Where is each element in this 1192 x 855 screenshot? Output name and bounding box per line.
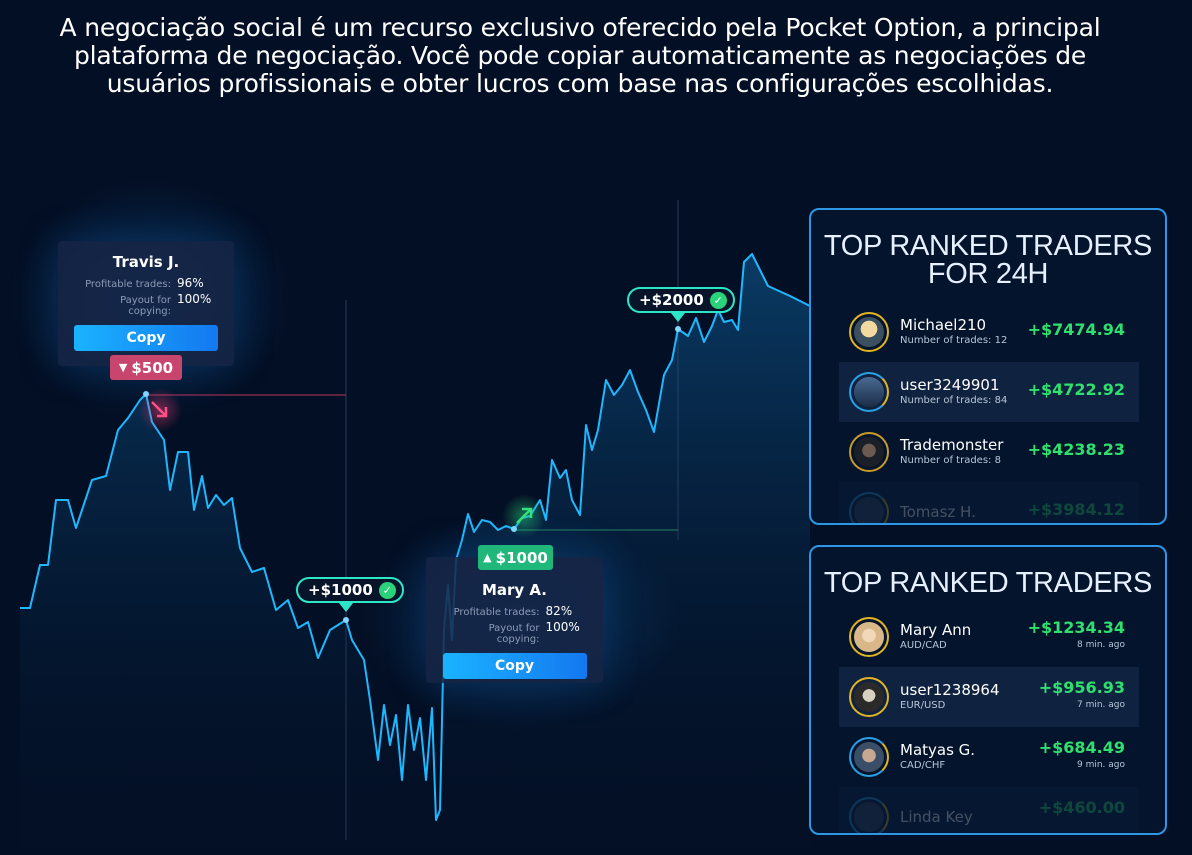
- trader-name: Michael210: [900, 316, 987, 334]
- trader-row[interactable]: Linda Key +$460.00: [839, 787, 1139, 833]
- top-traders-24h-panel: TOP RANKED TRADERS FOR 24H Michael210 Nu…: [809, 208, 1167, 525]
- price-line: [20, 253, 811, 821]
- panel-title: TOP RANKED TRADERS: [823, 567, 1153, 599]
- avatar: [849, 797, 889, 833]
- sell-tag-amount: $500: [131, 358, 174, 377]
- avatar: [849, 372, 889, 412]
- payout-value: 100%: [177, 292, 212, 306]
- entry-point: [511, 526, 517, 532]
- entry-point: [675, 326, 681, 332]
- profitable-value: 96%: [177, 276, 204, 290]
- profit-amount: +$684.49: [1038, 738, 1125, 757]
- panel-title-line1: TOP RANKED TRADERS: [823, 230, 1153, 262]
- trader-row[interactable]: Tomasz H. +$3984.12: [839, 482, 1139, 523]
- trader-name: user3249901: [900, 376, 1000, 394]
- trader-card-travis: Travis J. Profitable trades: 96% Payout …: [58, 241, 234, 366]
- trader-name: Tomasz H.: [900, 502, 976, 521]
- currency-pair: EUR/USD: [900, 700, 946, 711]
- avatar: [849, 617, 889, 657]
- price-area: [20, 254, 810, 855]
- trader-row[interactable]: user1238964 EUR/USD +$956.93 7 min. ago: [839, 667, 1139, 727]
- avatar: [849, 677, 889, 717]
- trader-row[interactable]: user3249901 Number of trades: 84 +$4722.…: [839, 362, 1139, 422]
- trader-name: Travis J.: [112, 253, 180, 271]
- profit-amount: +$1234.34: [1027, 618, 1125, 637]
- profitable-label: Profitable trades:: [453, 607, 540, 618]
- avatar: [849, 492, 889, 523]
- trades-count: Number of trades: 84: [900, 395, 1008, 406]
- profit-pill-amount: +$1000: [308, 581, 373, 599]
- time-ago: 7 min. ago: [1076, 700, 1125, 710]
- check-icon: ✓: [378, 581, 396, 599]
- time-ago: 8 min. ago: [1076, 640, 1125, 650]
- trader-name: Matyas G.: [900, 741, 976, 759]
- trader-row[interactable]: Mary Ann AUD/CAD +$1234.34 8 min. ago: [839, 607, 1139, 667]
- top-traders-panel: TOP RANKED TRADERS Mary Ann AUD/CAD +$12…: [809, 545, 1167, 835]
- trades-count: Number of trades: 8: [900, 455, 1001, 466]
- time-ago: 9 min. ago: [1076, 760, 1125, 770]
- profit-amount: +$460.00: [1038, 798, 1125, 817]
- profit-amount: +$7474.94: [1027, 320, 1125, 339]
- trader-name: Linda Key: [900, 807, 973, 826]
- profit-amount: +$3984.12: [1027, 500, 1125, 519]
- up-arrow-icon: [516, 507, 533, 524]
- sell-tag: ▼ $500: [110, 355, 182, 380]
- down-arrow-icon: [151, 401, 168, 418]
- profitable-label: Profitable trades:: [85, 279, 171, 290]
- trader-row[interactable]: Trademonster Number of trades: 8 +$4238.…: [839, 422, 1139, 482]
- profit-amount: +$4722.92: [1027, 380, 1125, 399]
- up-triangle-icon: ▲: [483, 551, 492, 564]
- buy-tag-amount: $1000: [495, 548, 548, 567]
- profit-amount: +$4238.23: [1027, 440, 1125, 459]
- intro-text: A negociação social é um recurso exclusi…: [59, 13, 1101, 98]
- currency-pair: CAD/CHF: [900, 760, 946, 771]
- payout-label: Payout for copying:: [488, 623, 540, 645]
- trader-row[interactable]: Matyas G. CAD/CHF +$684.49 9 min. ago: [839, 727, 1139, 787]
- trader-name: Mary A.: [481, 581, 548, 599]
- buy-tag: ▲ $1000: [478, 545, 553, 570]
- trader-name: Trademonster: [900, 436, 1004, 454]
- profit-pill: +$1000 ✓: [296, 577, 404, 603]
- trader-name: Mary Ann: [900, 621, 972, 639]
- panel-title: TOP RANKED TRADERS FOR 24H: [811, 230, 1165, 290]
- profit-amount: +$956.93: [1038, 678, 1125, 697]
- avatar: [849, 432, 889, 472]
- trades-count: Number of trades: 12: [900, 335, 1008, 346]
- down-triangle-icon: ▼: [118, 361, 128, 374]
- entry-point: [343, 617, 349, 623]
- pill-pointer: [671, 313, 685, 322]
- profit-pill-amount: +$2000: [639, 291, 704, 309]
- entry-point: [143, 391, 149, 397]
- payout-value: 100%: [545, 620, 580, 634]
- profitable-value: 82%: [545, 604, 573, 618]
- panel-title-line2: FOR 24H: [927, 258, 1049, 290]
- trader-card-mary: Mary A. Profitable trades: 82% Payout fo…: [426, 557, 603, 683]
- avatar: [849, 737, 889, 777]
- check-icon: ✓: [709, 291, 727, 309]
- copy-button[interactable]: Copy: [442, 653, 587, 679]
- payout-label: Payout for copying:: [120, 295, 171, 317]
- trader-name: user1238964: [900, 681, 1000, 699]
- pill-pointer: [339, 603, 353, 612]
- copy-button[interactable]: Copy: [74, 325, 218, 351]
- trader-row[interactable]: Michael210 Number of trades: 12 +$7474.9…: [839, 302, 1139, 362]
- currency-pair: AUD/CAD: [900, 640, 947, 651]
- profit-pill: +$2000 ✓: [627, 287, 735, 313]
- avatar: [849, 312, 889, 352]
